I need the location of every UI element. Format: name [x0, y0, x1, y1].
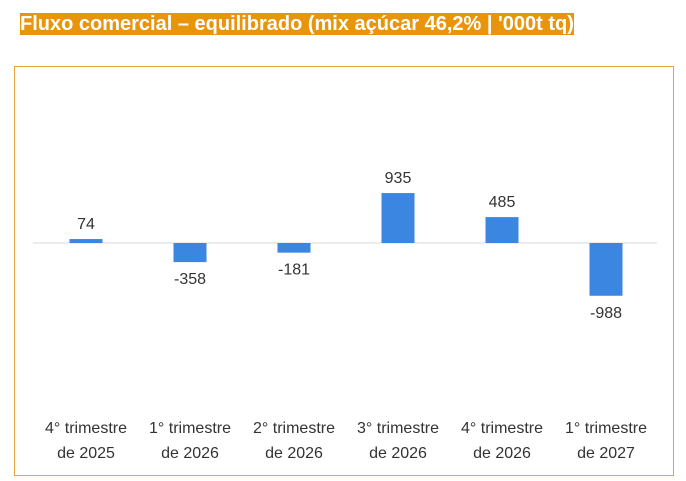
- data-label: 485: [489, 194, 516, 211]
- x-tick-label: de 2026: [473, 445, 531, 462]
- bar: [589, 243, 623, 296]
- chart-title-block: Fluxo comercial – equilibrado (mix açúca…: [20, 12, 580, 37]
- bar: [485, 217, 519, 243]
- x-tick-label: 1° trimestre: [565, 420, 647, 437]
- x-tick-label: 3° trimestre: [357, 420, 439, 437]
- data-label: -988: [590, 305, 622, 322]
- chart-frame: [14, 66, 674, 476]
- chart-title: Fluxo comercial – equilibrado (mix açúca…: [20, 13, 574, 35]
- x-tick-label: de 2026: [369, 445, 427, 462]
- x-tick-label: de 2027: [577, 445, 635, 462]
- data-label: 935: [385, 170, 412, 187]
- data-label: -181: [278, 262, 310, 279]
- x-tick-label: 4° trimestre: [461, 420, 543, 437]
- x-tick-label: 4° trimestre: [45, 420, 127, 437]
- bar: [173, 243, 207, 263]
- x-tick-label: de 2025: [57, 445, 115, 462]
- x-tick-label: de 2026: [265, 445, 323, 462]
- data-label: 74: [77, 216, 95, 233]
- bar: [69, 239, 103, 243]
- x-tick-label: 2° trimestre: [253, 420, 335, 437]
- x-tick-label: 1° trimestre: [149, 420, 231, 437]
- data-label: -358: [174, 271, 206, 288]
- bar: [381, 193, 415, 243]
- x-tick-label: de 2026: [161, 445, 219, 462]
- bar: [277, 243, 311, 253]
